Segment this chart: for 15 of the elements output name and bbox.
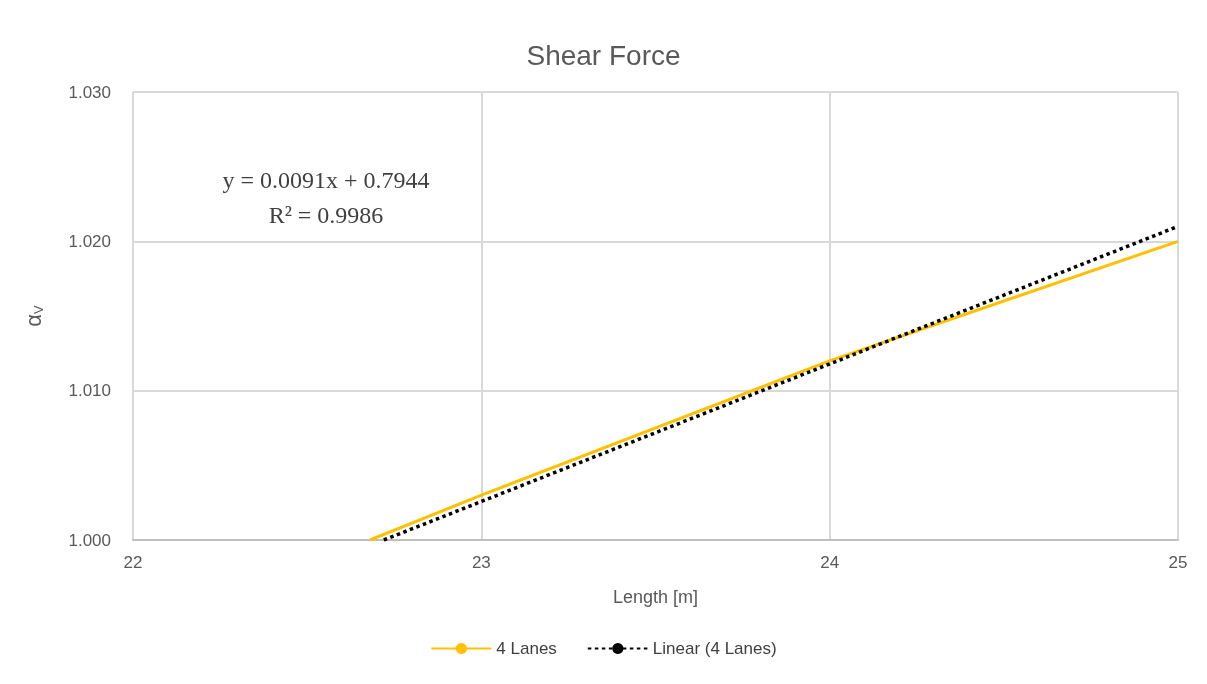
x-tick-label: 25 (1168, 553, 1188, 572)
annotation: y = 0.0091x + 0.7944 (222, 167, 430, 193)
chart-title: Shear Force (526, 39, 681, 71)
x-axis-title: Length [m] (612, 587, 699, 607)
y-tick-label: 1.020 (68, 231, 111, 251)
annotation: R² = 0.9986 (268, 202, 384, 228)
y-tick-label: 1.010 (68, 381, 111, 401)
x-tick-label: 22 (123, 553, 143, 572)
x-tick-label: 24 (820, 553, 840, 572)
y-axis-title: αV (21, 304, 46, 327)
x-tick-label: 23 (471, 553, 491, 572)
y-tick-label: 1.000 (68, 530, 111, 550)
legend-label: Linear (4 Lanes) (652, 639, 777, 658)
y-tick-label: 1.030 (68, 82, 111, 102)
legend-label: 4 Lanes (496, 639, 557, 658)
